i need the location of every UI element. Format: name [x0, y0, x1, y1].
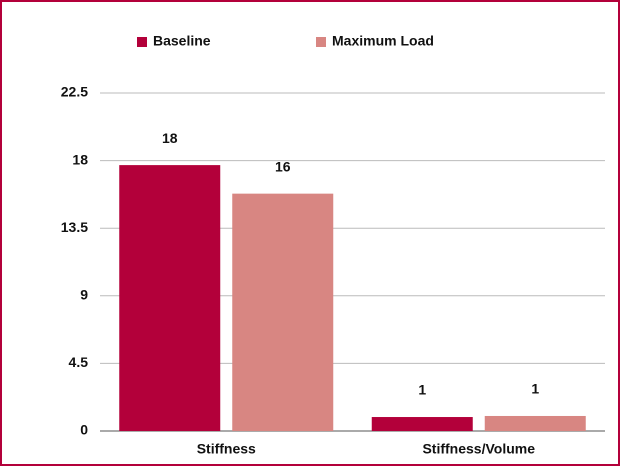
bar	[371, 417, 473, 431]
data-label: 1	[531, 381, 539, 397]
y-tick-label: 9	[80, 287, 88, 303]
y-tick-label: 4.5	[69, 354, 89, 370]
data-label: 18	[162, 130, 178, 146]
y-tick-label: 0	[80, 422, 88, 438]
x-tick-label: Stiffness/Volume	[422, 441, 535, 457]
y-tick-label: 13.5	[61, 219, 88, 235]
legend-swatch	[316, 37, 326, 47]
legend-label: Baseline	[153, 33, 211, 49]
y-tick-label: 22.5	[61, 84, 88, 100]
y-tick-label: 18	[72, 151, 88, 167]
bar	[484, 415, 586, 431]
data-label: 1	[418, 382, 426, 398]
legend-label: Maximum Load	[332, 33, 434, 49]
bar	[232, 193, 334, 431]
bar	[119, 165, 221, 431]
legend-swatch	[137, 37, 147, 47]
x-tick-label: Stiffness	[197, 441, 256, 457]
data-label: 16	[275, 158, 291, 174]
